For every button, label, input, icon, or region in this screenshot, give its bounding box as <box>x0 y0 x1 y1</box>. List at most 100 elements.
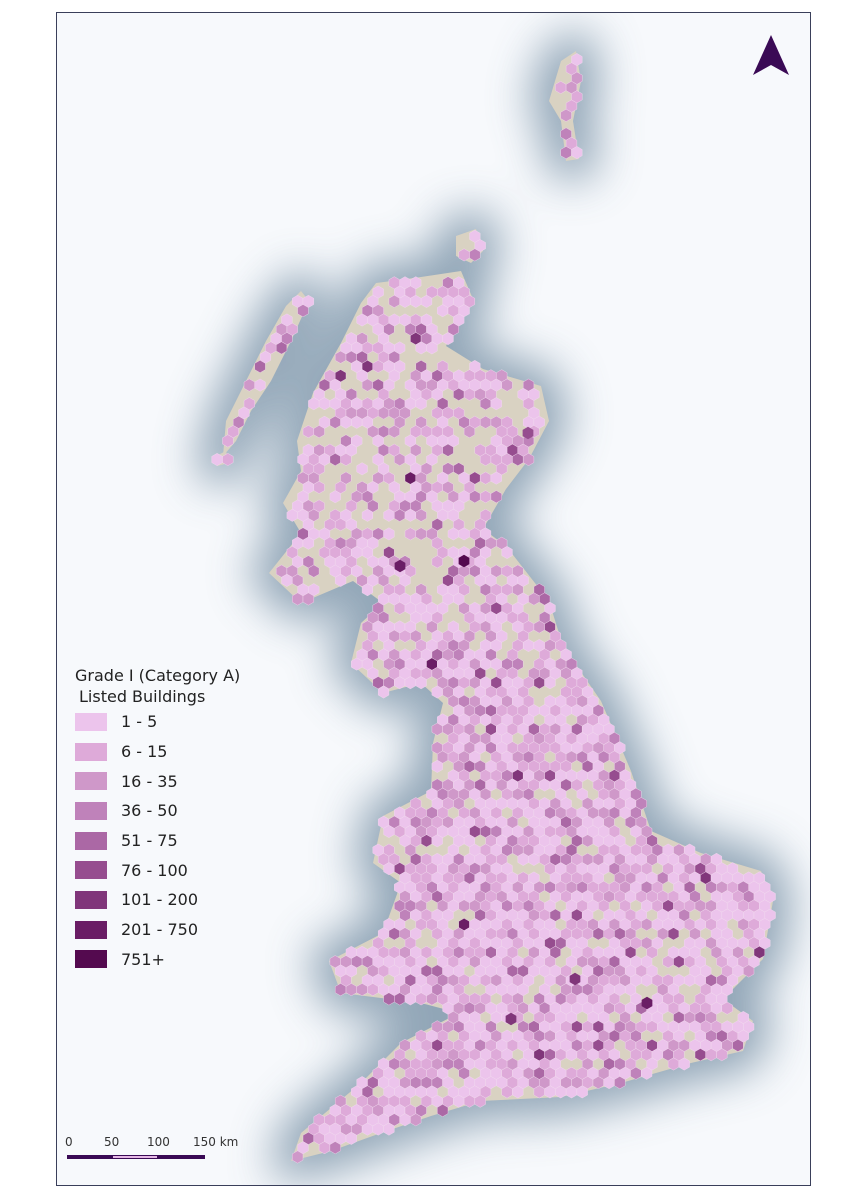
scale-label: 150 km <box>193 1135 239 1149</box>
hex-cell <box>474 1094 486 1108</box>
hex-cell <box>569 972 581 986</box>
map-frame: Grade I (Category A) Listed Buildings 1 … <box>56 12 811 1186</box>
hex-cell <box>463 425 475 439</box>
hex-cell <box>544 676 556 690</box>
hex-cell <box>297 304 309 318</box>
hex-cell <box>431 834 443 848</box>
hex-cell <box>458 554 470 568</box>
legend-item: 16 - 35 <box>75 766 240 796</box>
hex-cell <box>732 1038 744 1052</box>
hex-cell <box>388 425 400 439</box>
hex-cell <box>576 1085 588 1099</box>
hex-cell <box>335 573 347 587</box>
legend-item: 101 - 200 <box>75 885 240 915</box>
hex-cell <box>302 536 314 550</box>
hex-cell <box>415 508 427 522</box>
hex-cell <box>743 964 755 978</box>
hex-cell <box>442 332 454 346</box>
hex-cell <box>716 1048 728 1062</box>
scale-label: 0 <box>65 1135 73 1149</box>
hex-cell <box>560 108 572 122</box>
legend-swatch <box>75 772 107 791</box>
scale-bar-graphic <box>67 1155 205 1159</box>
legend-swatch <box>75 950 107 969</box>
hex-cell <box>340 453 352 466</box>
hex-cell <box>614 1076 626 1090</box>
legend-label: 6 - 15 <box>121 742 168 762</box>
legend-label: 1 - 5 <box>121 712 158 732</box>
legend-label: 201 - 750 <box>121 920 199 940</box>
scale-label: 50 <box>104 1135 120 1149</box>
legend-swatch <box>75 801 107 820</box>
legend-item: 36 - 50 <box>75 796 240 826</box>
hex-cell <box>523 453 535 466</box>
hex-cell <box>383 1122 395 1136</box>
hex-cell <box>410 1113 422 1127</box>
north-arrow-icon <box>753 35 789 75</box>
hex-cell <box>329 490 341 504</box>
legend: Grade I (Category A) Listed Buildings 1 … <box>75 665 240 974</box>
hex-cell <box>345 1131 357 1145</box>
scale-label: 100 <box>147 1135 170 1149</box>
legend-subtitle: Listed Buildings <box>79 687 206 706</box>
legend-item: 201 - 750 <box>75 915 240 945</box>
legend-label: 36 - 50 <box>121 801 178 821</box>
legend-title: Grade I (Category A) <box>75 666 241 685</box>
legend-item: 51 - 75 <box>75 826 240 856</box>
legend-swatch <box>75 890 107 909</box>
hex-cell <box>383 527 395 541</box>
hex-cell <box>522 426 534 440</box>
hex-cell <box>361 508 373 522</box>
hex-cell <box>276 341 288 355</box>
legend-swatch <box>75 861 107 880</box>
legend-label: 751+ <box>121 949 165 969</box>
legend-swatch <box>75 712 107 731</box>
hex-cell <box>313 425 325 439</box>
hex-cell <box>222 453 234 466</box>
hex-cell <box>641 1066 653 1080</box>
hex-cell <box>415 676 427 690</box>
hex-cell <box>667 927 680 941</box>
hex-cell <box>721 1001 733 1015</box>
hex-cell <box>437 1104 449 1117</box>
hex-cell <box>378 685 390 699</box>
legend-label: 76 - 100 <box>121 860 188 880</box>
hex-cell <box>442 443 454 457</box>
hex-cell <box>356 462 368 476</box>
legend-swatch <box>75 742 107 761</box>
hex-cell <box>490 397 502 411</box>
hex-cell <box>512 1085 524 1099</box>
legend-label: 101 - 200 <box>121 890 199 910</box>
hex-cell <box>361 583 373 597</box>
legend-item: 751+ <box>75 945 240 975</box>
legend-item: 76 - 100 <box>75 855 240 885</box>
hex-grid <box>211 53 776 1164</box>
legend-swatch <box>75 831 107 850</box>
hex-cell <box>505 1012 517 1026</box>
legend-label: 51 - 75 <box>121 831 178 851</box>
hex-cell <box>641 996 653 1010</box>
legend-label: 16 - 35 <box>121 771 178 791</box>
hex-cell <box>254 360 266 373</box>
hex-cell <box>222 434 234 448</box>
hex-cell <box>292 1150 304 1164</box>
hex-cell <box>501 378 513 392</box>
legend-item: 1 - 5 <box>75 707 240 737</box>
hex-cell <box>313 480 325 494</box>
hex-cell <box>426 341 438 355</box>
hex-cell <box>678 1057 690 1071</box>
hex-cell <box>308 564 320 578</box>
hex-cell <box>302 592 314 606</box>
hex-cell <box>469 248 481 262</box>
hex-cell <box>329 1141 341 1155</box>
hex-cell <box>490 490 502 504</box>
hex-cell <box>415 397 427 411</box>
hex-cell <box>501 546 513 559</box>
legend-swatch <box>75 920 107 939</box>
hex-cell <box>431 759 443 773</box>
hex-cell <box>254 378 266 392</box>
hex-cell <box>571 146 583 160</box>
map-canvas <box>196 31 793 1181</box>
hex-cell <box>490 471 502 485</box>
hex-cell <box>431 555 443 569</box>
